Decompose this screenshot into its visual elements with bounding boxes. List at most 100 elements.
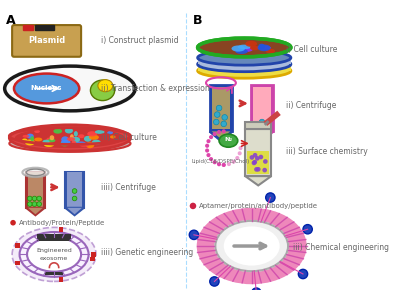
Ellipse shape [14, 74, 79, 104]
Circle shape [254, 156, 259, 161]
Circle shape [72, 189, 77, 193]
Ellipse shape [97, 80, 113, 92]
Ellipse shape [61, 140, 70, 145]
Bar [37, 234, 71, 238]
Circle shape [221, 121, 226, 127]
Bar [65, 172, 84, 208]
Ellipse shape [34, 130, 40, 133]
Circle shape [221, 163, 225, 167]
Ellipse shape [9, 135, 130, 152]
Circle shape [262, 159, 267, 164]
Bar [67, 172, 82, 208]
Bar [209, 85, 231, 131]
Ellipse shape [26, 134, 34, 139]
Ellipse shape [22, 168, 49, 177]
Bar [37, 238, 71, 242]
Ellipse shape [25, 140, 35, 146]
Ellipse shape [245, 41, 257, 47]
Bar [197, 60, 290, 64]
Text: Antibody/Protein/Peptide: Antibody/Protein/Peptide [18, 220, 105, 226]
Ellipse shape [48, 139, 55, 142]
Ellipse shape [75, 141, 85, 145]
Polygon shape [252, 131, 271, 139]
Circle shape [265, 193, 274, 202]
Ellipse shape [46, 138, 50, 144]
Ellipse shape [214, 220, 288, 272]
Polygon shape [209, 131, 231, 141]
Circle shape [189, 203, 196, 209]
Ellipse shape [235, 49, 247, 54]
Text: A: A [6, 14, 15, 27]
Circle shape [298, 269, 307, 279]
Ellipse shape [74, 131, 78, 136]
Ellipse shape [53, 129, 62, 134]
Ellipse shape [42, 141, 48, 144]
Text: Plasmid: Plasmid [28, 36, 65, 45]
Ellipse shape [89, 135, 99, 140]
Bar [26, 172, 45, 208]
Ellipse shape [84, 136, 91, 142]
Ellipse shape [20, 232, 88, 277]
Circle shape [262, 168, 266, 172]
Text: iii) Cell culture: iii) Cell culture [100, 134, 156, 142]
Bar [91, 252, 95, 257]
Text: iiii) Genetic engineering: iiii) Genetic engineering [100, 248, 192, 257]
Ellipse shape [256, 46, 270, 50]
Ellipse shape [15, 128, 125, 148]
Ellipse shape [91, 140, 101, 145]
Circle shape [72, 196, 77, 201]
Circle shape [206, 139, 210, 143]
Circle shape [217, 130, 221, 134]
Bar [59, 277, 63, 282]
Bar [59, 227, 63, 232]
Ellipse shape [22, 135, 29, 138]
Ellipse shape [265, 49, 274, 53]
Circle shape [189, 230, 198, 239]
Ellipse shape [61, 136, 69, 142]
Text: iiii) Centrifuge: iiii) Centrifuge [100, 183, 155, 192]
Circle shape [235, 156, 239, 160]
Circle shape [205, 144, 209, 148]
Circle shape [251, 288, 260, 297]
Ellipse shape [257, 44, 264, 49]
Circle shape [251, 160, 256, 165]
FancyBboxPatch shape [12, 25, 81, 57]
Polygon shape [245, 176, 271, 185]
Ellipse shape [71, 140, 76, 144]
Text: iii) Surface chemistry: iii) Surface chemistry [286, 147, 367, 156]
Text: Engineered: Engineered [36, 248, 72, 253]
Circle shape [209, 135, 213, 139]
Text: N₂: N₂ [224, 137, 232, 142]
Circle shape [252, 160, 257, 164]
Circle shape [212, 132, 216, 136]
Text: ii) Centrifuge: ii) Centrifuge [286, 101, 336, 110]
Circle shape [226, 162, 231, 166]
Bar [245, 122, 271, 130]
Circle shape [221, 129, 225, 134]
Circle shape [217, 162, 221, 166]
Polygon shape [26, 208, 45, 215]
Bar [28, 172, 43, 208]
Ellipse shape [43, 140, 49, 144]
Ellipse shape [197, 57, 290, 72]
Circle shape [10, 220, 16, 226]
Polygon shape [250, 131, 272, 141]
Text: exosome: exosome [40, 256, 68, 261]
Ellipse shape [197, 38, 290, 57]
Ellipse shape [107, 131, 113, 134]
Bar [90, 256, 95, 261]
Ellipse shape [67, 137, 75, 141]
Text: Lipid(C18/DSPE/Chol): Lipid(C18/DSPE/Chol) [190, 159, 249, 164]
Bar [197, 66, 290, 71]
Ellipse shape [109, 135, 115, 139]
Ellipse shape [215, 221, 288, 271]
Ellipse shape [223, 226, 279, 266]
Circle shape [212, 160, 216, 164]
Ellipse shape [197, 63, 290, 78]
Polygon shape [65, 208, 84, 215]
Circle shape [221, 163, 225, 167]
Ellipse shape [219, 134, 237, 147]
Circle shape [37, 196, 41, 201]
Ellipse shape [86, 142, 94, 148]
Circle shape [27, 202, 32, 206]
